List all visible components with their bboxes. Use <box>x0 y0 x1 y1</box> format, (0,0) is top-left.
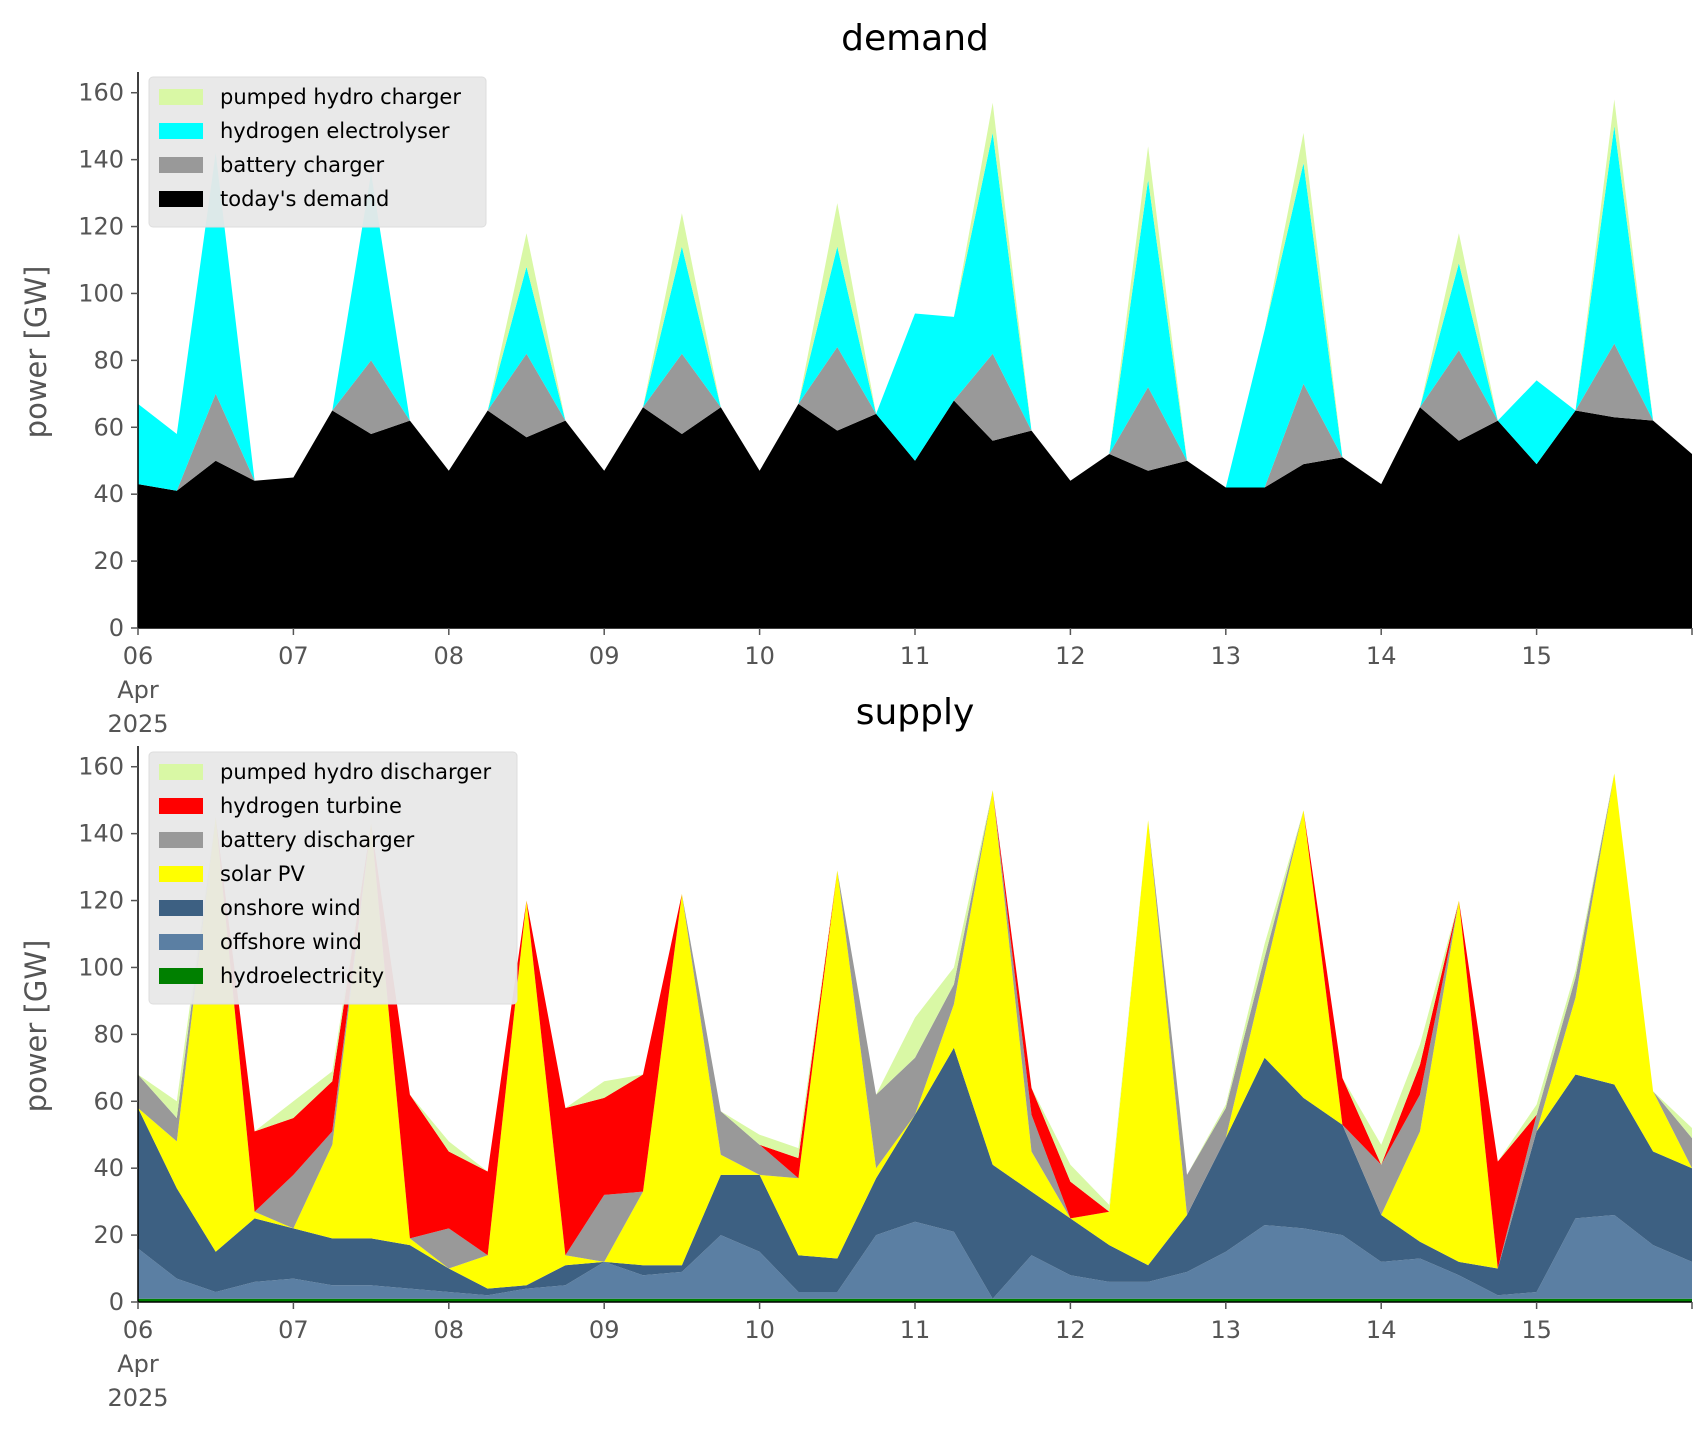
area-today-s-demand <box>138 400 1692 628</box>
x-tick-label: 10 <box>744 1316 775 1344</box>
y-tick-label: 140 <box>78 820 124 848</box>
legend-label: pumped hydro discharger <box>220 760 491 784</box>
x-tick-label: 2025 <box>107 710 168 738</box>
y-tick-label: 0 <box>109 614 124 642</box>
legend-item-battery-discharger: battery discharger <box>159 828 415 852</box>
y-tick-label: 100 <box>78 953 124 981</box>
legend-frame <box>148 751 518 1005</box>
legend-swatch <box>159 934 203 950</box>
legend-swatch <box>159 89 203 105</box>
legend-swatch <box>159 191 203 207</box>
x-tick-label: 14 <box>1366 1316 1397 1344</box>
x-tick-label: 11 <box>900 1316 931 1344</box>
x-tick-label: 09 <box>589 1316 620 1344</box>
legend-swatch <box>159 832 203 848</box>
y-tick-label: 40 <box>93 480 124 508</box>
legend-swatch <box>159 123 203 139</box>
y-tick-label: 80 <box>93 1020 124 1048</box>
x-tick-label: 15 <box>1521 1316 1552 1344</box>
legend-label: hydrogen electrolyser <box>220 119 450 143</box>
y-tick-label: 20 <box>93 547 124 575</box>
area-hydroelectricity <box>138 1298 1692 1302</box>
area-battery-discharger <box>138 773 1692 1269</box>
x-tick-label: 13 <box>1211 642 1242 670</box>
x-tick-label: 08 <box>434 1316 465 1344</box>
legend-label: battery discharger <box>220 828 415 852</box>
legend-item-today-s-demand: today's demand <box>159 187 389 211</box>
supply-chart: supply power [GW] 0 20 40 60 80 100 120 140 160 06 A… <box>19 692 1693 1412</box>
area-offshore-wind <box>138 1215 1692 1299</box>
legend-item-hydroelectricity: hydroelectricity <box>159 964 384 988</box>
area-layers <box>138 773 1692 1302</box>
legend-label: offshore wind <box>220 930 362 954</box>
y-tick-label: 80 <box>93 346 124 374</box>
y-tick-label: 140 <box>78 146 124 174</box>
legend-item-battery-charger: battery charger <box>159 153 385 177</box>
area-layers <box>138 99 1692 628</box>
legend-label: pumped hydro charger <box>220 85 461 109</box>
y-tick-label: 160 <box>78 79 124 107</box>
legend-swatch <box>159 764 203 780</box>
legend-label: battery charger <box>220 153 385 177</box>
area-hydrogen-electrolyser <box>138 126 1692 491</box>
y-tick-label: 40 <box>93 1154 124 1182</box>
x-tick-label: 2025 <box>107 1384 168 1412</box>
y-tick-label: 60 <box>93 1087 124 1115</box>
y-tick-label: 120 <box>78 213 124 241</box>
x-tick-label: 11 <box>900 642 931 670</box>
x-tick-label: 12 <box>1055 1316 1086 1344</box>
x-tick-label: 09 <box>589 642 620 670</box>
area-solar-pv <box>138 773 1692 1289</box>
y-tick-label: 0 <box>109 1288 124 1316</box>
x-tick-label: 13 <box>1211 1316 1242 1344</box>
x-tick-label: 06 <box>123 642 154 670</box>
legend-item-offshore-wind: offshore wind <box>159 930 362 954</box>
legend-swatch <box>159 798 203 814</box>
legend-label: solar PV <box>220 862 305 886</box>
y-tick-label: 60 <box>93 413 124 441</box>
legend-label: onshore wind <box>220 896 361 920</box>
legend-swatch <box>159 157 203 173</box>
legend-item-hydrogen-electrolyser: hydrogen electrolyser <box>159 119 450 143</box>
chart-title: supply <box>856 692 975 733</box>
legend-frame <box>148 76 487 228</box>
y-axis-label: power [GW] <box>19 266 53 439</box>
legend: pumped hydro discharger hydrogen turbine b… <box>148 751 518 1005</box>
legend-item-solar-pv: solar PV <box>159 862 305 886</box>
legend-item-pumped-hydro-charger: pumped hydro charger <box>159 85 461 109</box>
legend-label: today's demand <box>220 187 389 211</box>
legend-swatch <box>159 866 203 882</box>
x-tick-label: 12 <box>1055 642 1086 670</box>
chart-title: demand <box>841 18 989 59</box>
x-tick-label: 10 <box>744 642 775 670</box>
legend-item-pumped-hydro-discharger: pumped hydro discharger <box>159 760 491 784</box>
y-tick-label: 100 <box>78 279 124 307</box>
x-tick-label: 15 <box>1521 642 1552 670</box>
legend-item-onshore-wind: onshore wind <box>159 896 361 920</box>
legend-swatch <box>159 968 203 984</box>
legend: pumped hydro charger hydrogen electrolyse… <box>148 76 487 228</box>
y-tick-label: 160 <box>78 753 124 781</box>
y-tick-label: 20 <box>93 1221 124 1249</box>
x-tick-label: 06 <box>123 1316 154 1344</box>
x-tick-label: 07 <box>278 642 309 670</box>
legend-label: hydrogen turbine <box>220 794 402 818</box>
demand-chart: demand power [GW] 0 20 40 60 80 100 120 140 160 06 A… <box>19 18 1693 738</box>
x-tick-label: 07 <box>278 1316 309 1344</box>
x-tick-label: Apr <box>117 1350 159 1378</box>
y-tick-label: 120 <box>78 887 124 915</box>
area-onshore-wind <box>138 1047 1692 1299</box>
x-tick-label: 14 <box>1366 642 1397 670</box>
legend-item-hydrogen-turbine: hydrogen turbine <box>159 794 402 818</box>
legend-swatch <box>159 900 203 916</box>
x-tick-label: Apr <box>117 676 159 704</box>
area-battery-charger <box>138 343 1692 491</box>
legend-label: hydroelectricity <box>220 964 384 988</box>
x-tick-label: 08 <box>434 642 465 670</box>
y-axis-label: power [GW] <box>19 940 53 1113</box>
